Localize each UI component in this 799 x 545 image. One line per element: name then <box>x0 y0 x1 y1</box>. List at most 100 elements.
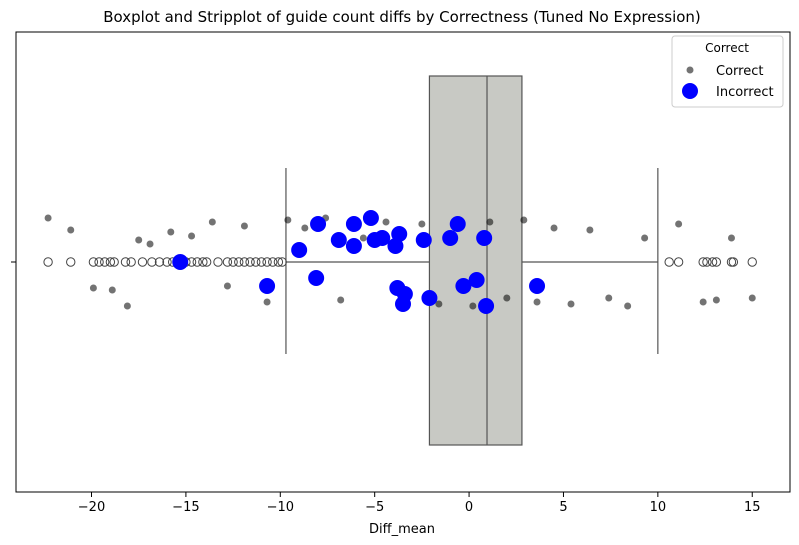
correct-point <box>89 284 97 292</box>
correct-point <box>301 224 309 232</box>
correct-point <box>337 296 345 304</box>
correct-point <box>533 298 541 306</box>
x-tick-label: −20 <box>78 500 105 515</box>
correct-point <box>486 218 494 226</box>
outlier-point <box>100 257 110 267</box>
outlier-point <box>154 257 165 267</box>
outlier-point <box>120 257 131 267</box>
correct-point <box>240 222 248 230</box>
legend-marker-incorrect <box>682 83 698 99</box>
legend-label-correct: Correct <box>716 64 763 79</box>
outlier-point <box>245 257 255 267</box>
correct-point <box>624 302 632 310</box>
correct-point <box>503 294 511 302</box>
incorrect-point <box>345 238 362 254</box>
outlier-point <box>256 257 267 267</box>
correct-point <box>263 298 271 306</box>
incorrect-point <box>362 210 379 226</box>
correct-point <box>223 282 231 290</box>
outlier-point <box>137 257 148 267</box>
correct-point <box>44 214 52 222</box>
outlier-point <box>109 257 119 267</box>
correct-point <box>712 296 720 304</box>
incorrect-point <box>476 230 493 246</box>
incorrect-point <box>442 230 459 246</box>
incorrect-point <box>308 270 325 286</box>
correct-point <box>435 300 443 308</box>
x-tick-label: 0 <box>465 500 473 515</box>
outlier-point <box>222 257 233 267</box>
plot-area <box>11 31 791 493</box>
outlier-point <box>66 257 76 267</box>
incorrect-point <box>291 242 308 258</box>
correct-point <box>699 298 707 306</box>
legend-label-incorrect: Incorrect <box>716 85 774 100</box>
outlier-point <box>728 257 739 267</box>
incorrect-point <box>374 230 391 246</box>
x-tick-label: −15 <box>172 500 199 515</box>
incorrect-point <box>310 216 327 232</box>
correct-point <box>520 216 528 224</box>
outlier-point <box>251 257 261 267</box>
outlier-point <box>213 257 223 267</box>
outlier-point <box>664 257 674 267</box>
incorrect-point <box>387 238 404 254</box>
correct-point <box>469 302 477 310</box>
outlier-point <box>273 257 284 267</box>
correct-point <box>675 220 683 228</box>
correct-point <box>418 220 426 228</box>
correct-point <box>188 232 196 240</box>
incorrect-point <box>478 298 495 314</box>
correct-point <box>123 302 131 310</box>
correct-point <box>108 286 116 294</box>
outlier-point <box>262 257 272 267</box>
correct-point <box>605 294 613 302</box>
outlier-point <box>268 257 278 267</box>
outlier-point <box>726 257 737 267</box>
correct-point <box>727 234 735 242</box>
chart-title: Boxplot and Stripplot of guide count dif… <box>103 8 701 26</box>
box-iqr <box>428 75 523 446</box>
outlier-point <box>234 257 244 267</box>
correct-point <box>586 226 594 234</box>
legend-title: Correct <box>705 41 749 55</box>
x-tick-label: −10 <box>267 500 294 515</box>
outlier-point <box>698 257 708 267</box>
correct-point <box>146 240 154 248</box>
outlier-point <box>43 257 53 267</box>
correct-point <box>135 236 143 244</box>
outlier-point <box>198 257 208 267</box>
incorrect-point <box>396 286 413 302</box>
outlier-point <box>201 257 212 267</box>
legend: Correct Correct Incorrect <box>671 35 784 108</box>
outlier-point <box>94 257 104 267</box>
x-tick-label: 15 <box>744 500 761 515</box>
incorrect-point <box>449 216 466 232</box>
outlier-point <box>707 257 718 267</box>
correct-point <box>748 294 756 302</box>
outlier-point <box>702 257 712 267</box>
incorrect-point <box>172 254 189 270</box>
incorrect-point <box>391 226 408 242</box>
correct-point <box>641 234 649 242</box>
outlier-point <box>228 257 238 267</box>
outlier-point <box>105 257 116 267</box>
outlier-point <box>192 257 202 267</box>
legend-marker-correct <box>686 66 694 74</box>
legend-frame <box>671 35 784 108</box>
correct-point <box>567 300 575 308</box>
correct-point <box>208 218 216 226</box>
incorrect-point <box>529 278 546 294</box>
correct-point <box>167 228 175 236</box>
incorrect-point <box>330 232 347 248</box>
outlier-point <box>673 257 684 267</box>
outlier-point <box>162 257 172 267</box>
outlier-point <box>711 257 722 267</box>
outlier-point <box>747 257 757 267</box>
outlier-point <box>239 257 250 267</box>
x-tick-label: 10 <box>650 500 667 515</box>
correct-point <box>359 234 367 242</box>
incorrect-point <box>345 216 362 232</box>
x-axis-ticks: −20 −15 −10 −5 0 5 10 15 <box>78 492 761 515</box>
